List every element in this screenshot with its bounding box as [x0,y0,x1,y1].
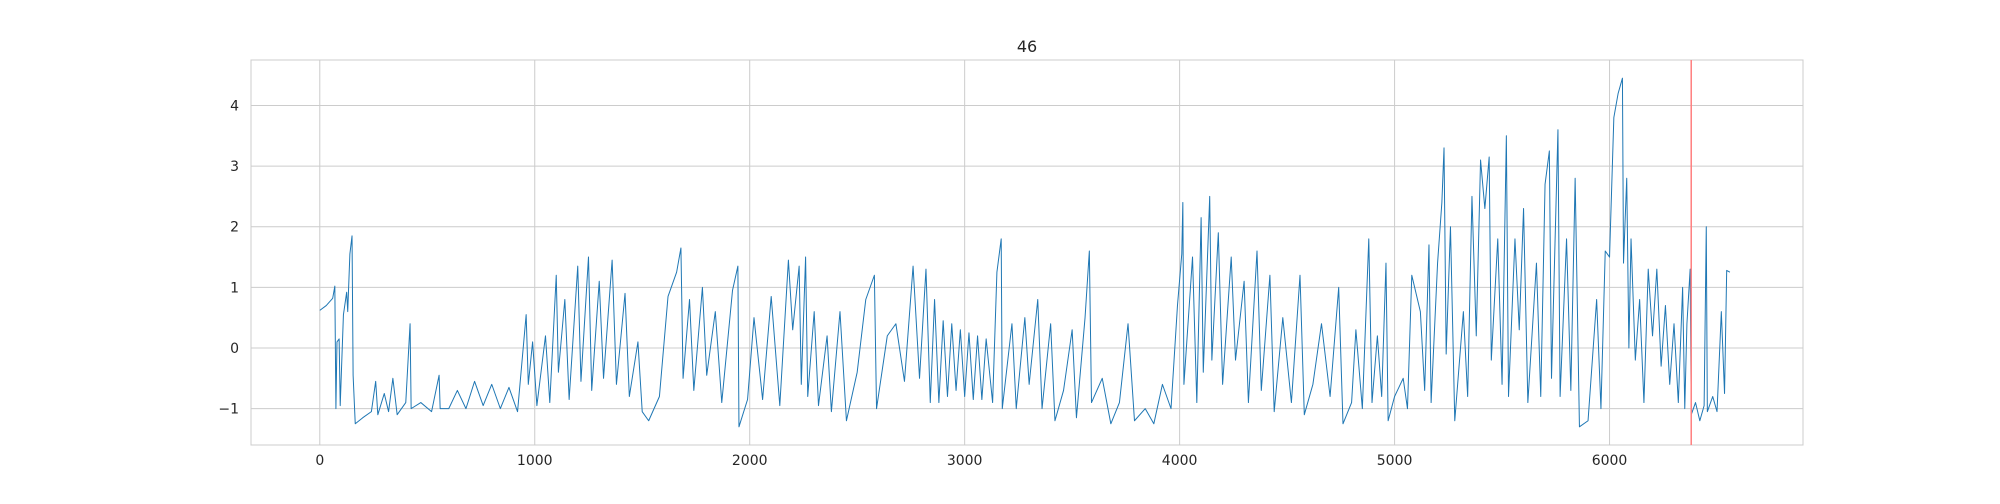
plot-area [250,59,1804,446]
x-axis-ticks: 0 1000 2000 3000 4000 5000 6000 [315,453,1627,469]
x-tick-label: 2000 [732,453,768,469]
y-tick-label: −1 [218,402,239,418]
y-axis-ticks: −1 0 1 2 3 4 [218,98,239,417]
y-tick-label: 0 [230,341,239,357]
x-tick-label: 3000 [947,453,983,469]
series-line [319,77,1731,428]
y-tick-label: 3 [230,159,239,175]
chart-title: 46 [1017,37,1037,56]
x-tick-label: 4000 [1162,453,1198,469]
x-tick-label: 5000 [1377,453,1413,469]
x-tick-label: 1000 [517,453,553,469]
x-tick-label: 0 [315,453,324,469]
series-layer [319,77,1731,428]
x-tick-label: 6000 [1592,453,1628,469]
y-tick-label: 2 [230,220,239,236]
y-tick-label: 1 [230,280,239,296]
y-tick-label: 4 [230,98,239,114]
